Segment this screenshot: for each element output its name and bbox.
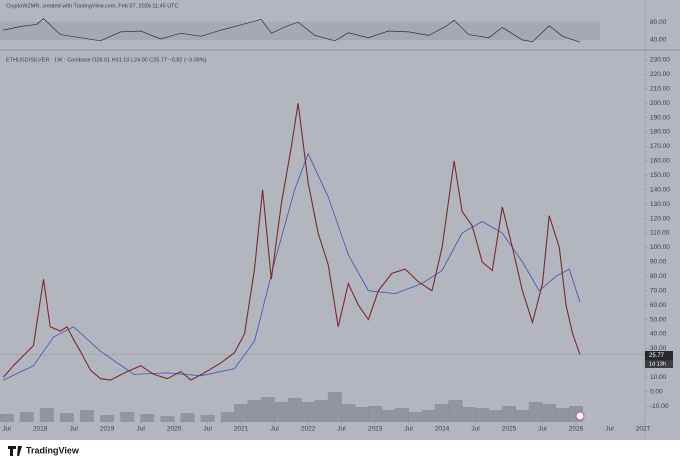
y-tick-label: -10.00 xyxy=(650,403,669,410)
volume-bar xyxy=(327,392,342,422)
y-tick-label: 120.00 xyxy=(650,215,670,222)
price-line xyxy=(2,103,581,381)
y-tick-label: 0.00 xyxy=(650,388,663,395)
y-tick-label: 70.00 xyxy=(650,287,667,294)
volume-bar xyxy=(260,397,275,422)
moving-average xyxy=(3,152,581,381)
y-tick-label: 130.00 xyxy=(650,201,670,208)
rsi-band xyxy=(0,22,600,40)
volume-bar xyxy=(435,404,450,422)
y-tick-label: 90.00 xyxy=(650,259,667,266)
volume-bar xyxy=(160,416,175,422)
volume-bar xyxy=(301,402,316,422)
countdown: 1d 13h xyxy=(649,361,666,367)
y-tick-label: 100.00 xyxy=(650,244,670,251)
volume-bar xyxy=(421,410,436,422)
volume-bar xyxy=(381,410,396,422)
x-tick-label: Jul xyxy=(203,426,212,433)
volume-bar xyxy=(0,414,14,422)
y-tick-label: 230.00 xyxy=(650,57,670,64)
volume-bar xyxy=(80,410,95,422)
x-tick-label: 2020 xyxy=(167,426,182,433)
y-tick-label: 80.00 xyxy=(650,273,667,280)
volume-bar xyxy=(314,400,329,422)
volume-bar xyxy=(461,407,476,422)
volume-bar xyxy=(140,414,155,422)
x-tick-label: Jul xyxy=(605,426,614,433)
volume-bar xyxy=(542,404,557,422)
volume-bar xyxy=(180,413,195,422)
brand-logo xyxy=(8,446,22,456)
volume-bar xyxy=(448,400,463,422)
volume-bar xyxy=(274,402,289,422)
volume-bar xyxy=(475,408,490,422)
y-tick-label: 40.00 xyxy=(650,331,667,338)
x-tick-label: 2026 xyxy=(569,426,584,433)
volume-bar xyxy=(200,415,215,422)
footer-bar xyxy=(0,440,680,460)
volume-bar xyxy=(368,406,383,422)
y-tick-label: 150.00 xyxy=(650,172,670,179)
x-tick-label: 2024 xyxy=(435,426,450,433)
volume-bar xyxy=(341,404,356,422)
volume-bar xyxy=(394,408,409,422)
y-tick-label: 170.00 xyxy=(650,143,670,150)
volume-bar xyxy=(287,398,302,422)
x-tick-label: 2027 xyxy=(636,426,651,433)
x-tick-label: 2023 xyxy=(368,426,383,433)
last-price: 25.77 xyxy=(649,353,665,359)
volume-bar xyxy=(247,400,262,422)
volume-bar xyxy=(528,402,543,422)
y-tick-label: 110.00 xyxy=(650,230,670,237)
x-tick-label: 2022 xyxy=(301,426,316,433)
last-price-badge xyxy=(645,351,673,360)
x-tick-label: 2021 xyxy=(234,426,249,433)
volume-bar xyxy=(100,415,115,422)
y-tick-label: 140.00 xyxy=(650,186,670,193)
volume-bar xyxy=(354,407,369,422)
x-tick-label: 2018 xyxy=(33,426,48,433)
volume-bar xyxy=(234,404,249,422)
x-tick-label: Jul xyxy=(404,426,413,433)
volume-bar xyxy=(502,406,517,422)
rsi-tick-label: 40.00 xyxy=(650,37,667,44)
volume-bar xyxy=(408,412,423,422)
chart-background xyxy=(0,0,680,440)
volume-bar xyxy=(120,412,135,422)
volume-bar xyxy=(19,412,34,422)
x-tick-label: Jul xyxy=(136,426,145,433)
rsi-tick-label: 80.00 xyxy=(650,19,667,26)
volume-bar xyxy=(515,410,530,422)
y-tick-label: 180.00 xyxy=(650,129,670,136)
y-tick-label: 30.00 xyxy=(650,345,667,352)
x-tick-label: 2019 xyxy=(100,426,115,433)
watermark: CryptoWZMR, created with TradingView.com… xyxy=(6,3,179,9)
y-tick-label: 60.00 xyxy=(650,302,667,309)
y-tick-label: 210.00 xyxy=(650,85,670,92)
x-tick-label: 2025 xyxy=(502,426,517,433)
y-tick-label: 200.00 xyxy=(650,100,670,107)
y-tick-label: 160.00 xyxy=(650,158,670,165)
volume-bar xyxy=(220,412,235,422)
x-tick-label: Jul xyxy=(270,426,279,433)
volume-bar xyxy=(488,410,503,422)
x-tick-label: Jul xyxy=(471,426,480,433)
symbol-legend: ETHUSD/SILVER · 1W · Coinbase O28.01 H31… xyxy=(6,57,207,63)
x-tick-label: Jul xyxy=(337,426,346,433)
y-tick-label: 190.00 xyxy=(650,114,670,121)
rsi-line xyxy=(3,18,581,43)
volume-bar xyxy=(59,413,75,422)
y-tick-label: 220.00 xyxy=(650,71,670,78)
x-tick-label: Jul xyxy=(3,426,12,433)
event-marker[interactable] xyxy=(575,411,585,421)
countdown-badge xyxy=(645,360,673,368)
x-tick-label: Jul xyxy=(70,426,79,433)
brand: TradingView xyxy=(26,445,80,455)
volume-bar xyxy=(555,408,570,422)
volume-bar xyxy=(39,408,54,422)
x-tick-label: Jul xyxy=(538,426,547,433)
y-tick-label: 10.00 xyxy=(650,374,667,381)
y-tick-label: 50.00 xyxy=(650,316,667,323)
